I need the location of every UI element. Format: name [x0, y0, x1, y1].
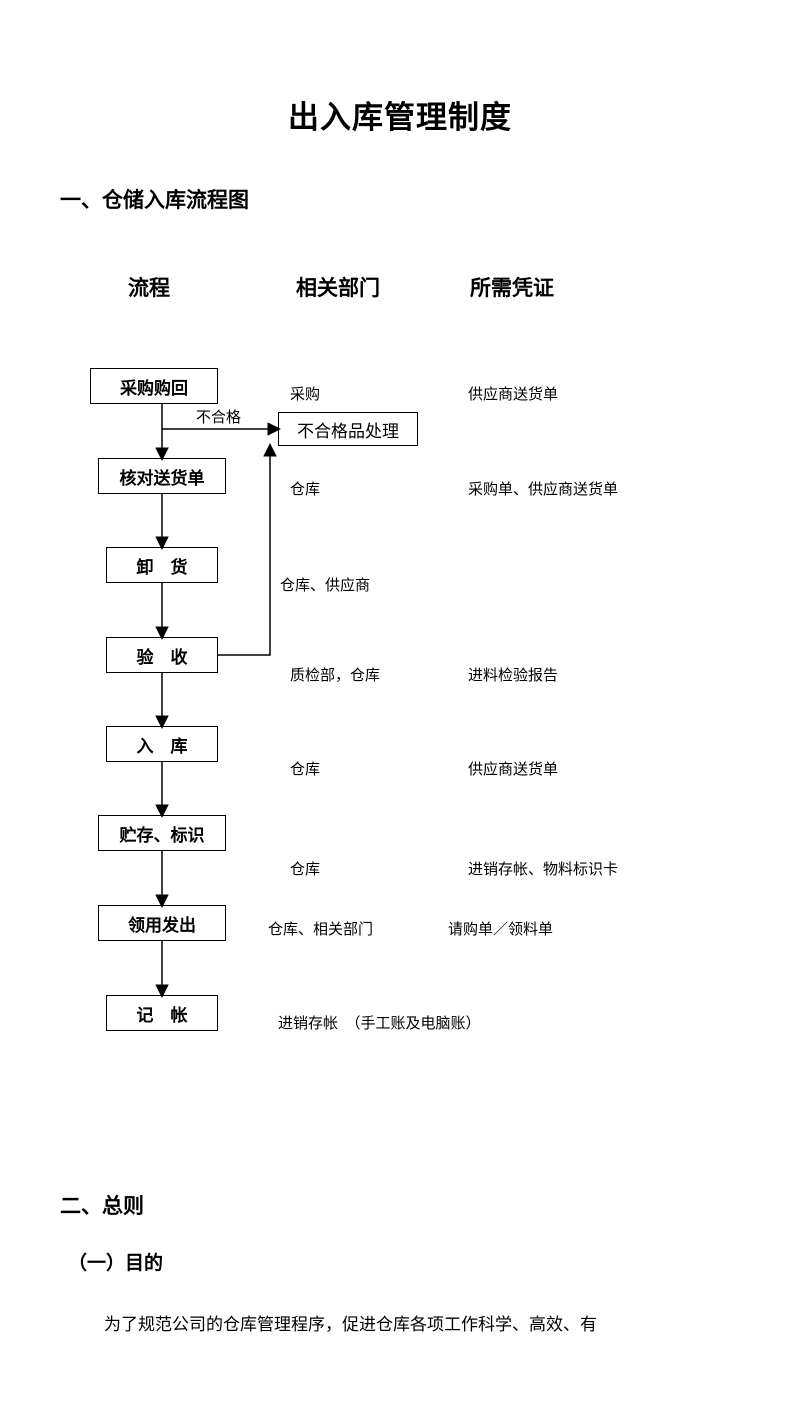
doc-row-4: 供应商送货单 [468, 758, 558, 779]
flow-node-verify-delivery: 核对送货单 [98, 458, 226, 494]
doc-row-3: 进料检验报告 [468, 664, 558, 685]
section-2-heading: 二、总则 [60, 1190, 144, 1220]
col-header-dept: 相关部门 [296, 272, 380, 302]
col-header-docs: 所需凭证 [470, 272, 554, 302]
flow-node-inspect: 验 收 [106, 637, 218, 673]
flow-node-purchase-return: 采购购回 [90, 368, 218, 404]
section-1-heading: 一、仓储入库流程图 [60, 184, 249, 214]
doc-row-0: 供应商送货单 [468, 383, 558, 404]
doc-row-6: 请购单／领料单 [448, 918, 553, 939]
doc-row-5: 进销存帐、物料标识卡 [468, 858, 618, 879]
doc-row-1: 采购单、供应商送货单 [468, 478, 618, 499]
sub-heading-2-1: （一）目的 [68, 1248, 163, 1275]
dept-row-1: 仓库 [290, 478, 320, 499]
dept-row-6: 仓库、相关部门 [268, 918, 373, 939]
dept-row-7: 进销存帐 （手工账及电脑账） [278, 1012, 481, 1033]
dept-row-5: 仓库 [290, 858, 320, 879]
dept-row-4: 仓库 [290, 758, 320, 779]
flow-node-booking: 记 帐 [106, 995, 218, 1031]
edge-label-fail: 不合格 [196, 406, 241, 427]
document-title: 出入库管理制度 [0, 92, 800, 137]
flow-node-instock: 入 库 [106, 726, 218, 762]
col-header-process: 流程 [128, 272, 170, 302]
flow-node-unload: 卸 货 [106, 547, 218, 583]
dept-row-0: 采购 [290, 383, 320, 404]
dept-row-3: 质检部，仓库 [290, 664, 380, 685]
flow-node-issue: 领用发出 [98, 905, 226, 941]
flow-node-store-label: 贮存、标识 [98, 815, 226, 851]
flow-node-nonconforming: 不合格品处理 [278, 412, 418, 446]
dept-row-2: 仓库、供应商 [280, 574, 370, 595]
paragraph-2-1: 为了规范公司的仓库管理程序，促进仓库各项工作科学、高效、有 [70, 1310, 740, 1341]
